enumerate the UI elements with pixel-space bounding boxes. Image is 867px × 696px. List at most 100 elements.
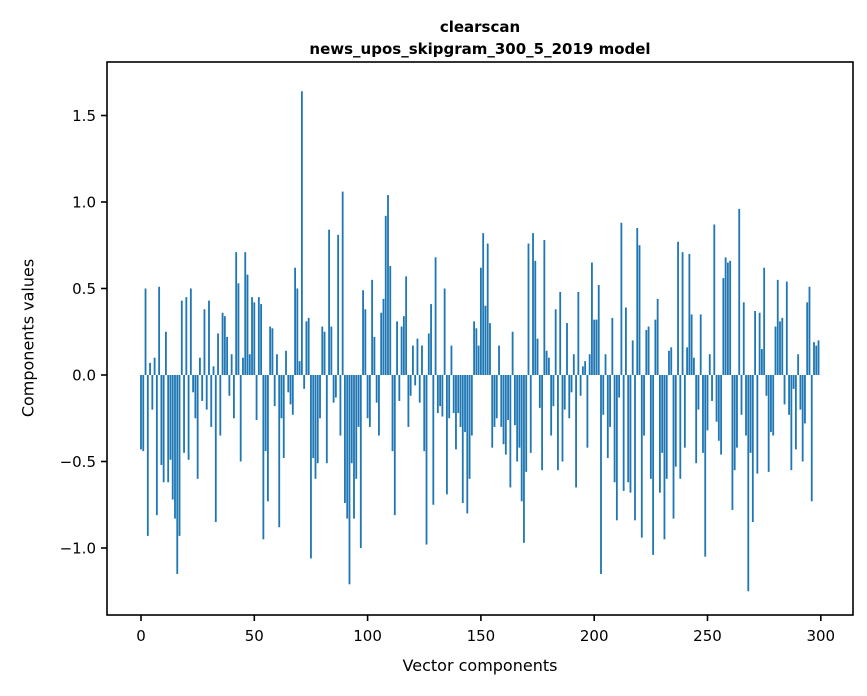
bar <box>520 375 523 502</box>
x-tick-label: 250 <box>693 627 722 645</box>
bar <box>656 298 659 375</box>
bar <box>339 375 342 436</box>
bar <box>751 375 754 523</box>
bar <box>543 240 546 375</box>
bar <box>407 375 410 427</box>
bar <box>368 375 371 427</box>
bar <box>563 375 566 410</box>
bar <box>359 375 362 548</box>
bar <box>615 375 618 521</box>
bar <box>199 357 201 375</box>
bar <box>754 310 756 375</box>
bar <box>611 317 614 375</box>
bar <box>679 375 682 479</box>
bar <box>183 375 185 453</box>
bar <box>337 234 340 375</box>
bar <box>328 229 330 375</box>
bar <box>518 375 521 448</box>
bar <box>221 312 224 375</box>
bar <box>208 300 210 375</box>
bar <box>459 375 462 427</box>
bar <box>756 375 759 474</box>
bar <box>724 257 727 375</box>
bar <box>597 285 600 375</box>
bar <box>681 252 684 375</box>
bar <box>364 309 367 375</box>
bar <box>373 336 376 375</box>
bar <box>192 375 195 393</box>
bar <box>665 375 668 479</box>
bar <box>278 375 281 528</box>
bar <box>534 260 537 375</box>
bar <box>355 375 358 479</box>
bar <box>652 375 655 555</box>
bar <box>300 91 303 375</box>
bar <box>434 257 437 375</box>
bar <box>142 375 145 452</box>
bar <box>285 350 287 375</box>
bar <box>491 375 494 448</box>
bar <box>344 375 346 504</box>
bar <box>257 297 260 375</box>
bar <box>253 302 256 375</box>
x-tick-label: 300 <box>806 627 835 645</box>
bar <box>790 375 793 471</box>
bar <box>389 266 392 375</box>
bar <box>262 375 265 540</box>
bar <box>332 375 335 403</box>
bar <box>180 300 183 375</box>
bar <box>638 245 641 375</box>
bar <box>323 331 326 375</box>
bar <box>747 375 750 592</box>
bar <box>552 375 555 407</box>
bar <box>160 375 163 465</box>
bar <box>264 375 267 452</box>
bar <box>722 278 725 375</box>
bar <box>627 375 630 483</box>
bar <box>287 375 290 393</box>
bar <box>489 323 491 375</box>
bar <box>742 302 745 375</box>
bar <box>185 297 188 375</box>
bar <box>708 354 711 375</box>
bar <box>804 375 806 424</box>
bar <box>733 375 736 471</box>
x-tick-label: 50 <box>245 627 264 645</box>
bar <box>248 354 251 375</box>
bar <box>468 375 471 479</box>
bar <box>649 375 652 479</box>
bar <box>640 375 643 538</box>
bar <box>294 267 296 375</box>
bar <box>738 208 741 375</box>
bar <box>486 243 489 375</box>
bar <box>298 361 301 375</box>
bar <box>289 375 292 405</box>
bar <box>353 375 355 519</box>
bar <box>230 354 233 375</box>
bar <box>686 347 689 375</box>
bar <box>402 316 405 375</box>
bar <box>146 375 149 536</box>
bar <box>810 375 813 502</box>
bar <box>312 375 315 459</box>
bar <box>235 252 238 375</box>
bar <box>765 375 768 396</box>
bar <box>196 375 199 479</box>
bar <box>307 317 310 375</box>
bar <box>276 354 278 375</box>
bar <box>513 375 516 426</box>
bar <box>613 375 616 483</box>
bar <box>430 304 432 375</box>
y-tick-label: 0.0 <box>72 367 96 385</box>
bar <box>511 331 514 375</box>
bar <box>450 345 453 375</box>
bar <box>711 375 713 401</box>
bar <box>731 375 734 510</box>
bar <box>500 375 503 427</box>
bar <box>600 375 602 574</box>
bar <box>720 375 723 455</box>
bar <box>740 375 743 415</box>
bar <box>350 375 353 464</box>
bar <box>169 375 172 460</box>
bar <box>799 375 802 410</box>
